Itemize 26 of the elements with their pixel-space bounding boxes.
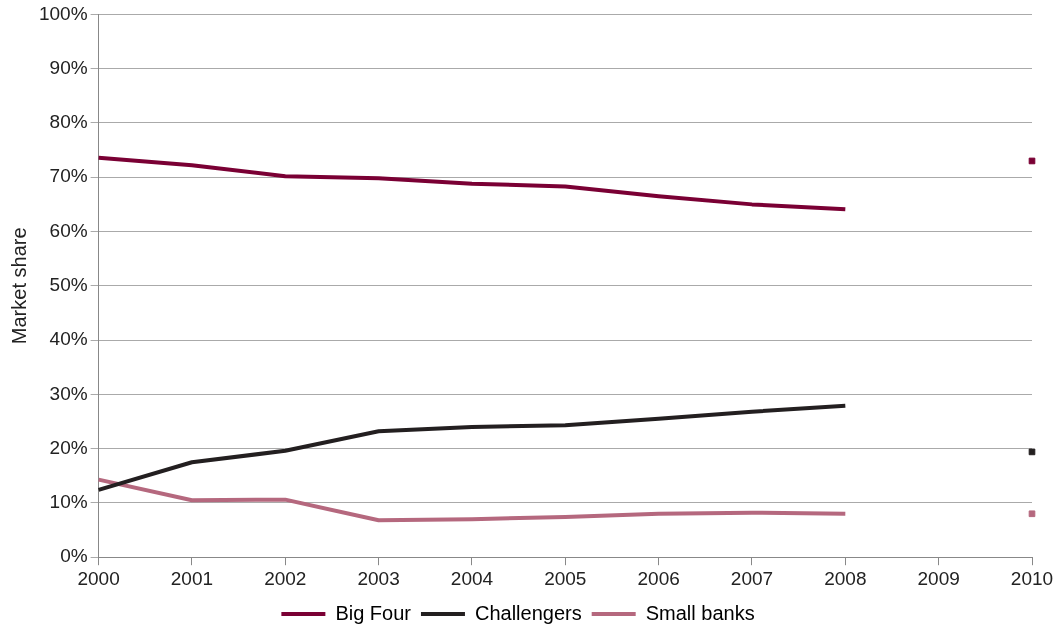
y-tick-label: 0% — [60, 545, 88, 567]
y-tick-label: 40% — [49, 328, 88, 350]
legend-label: Small banks — [645, 601, 755, 624]
y-tick-label: 90% — [49, 56, 88, 78]
y-tick-label: 10% — [49, 491, 88, 513]
x-tick-label: 2008 — [824, 567, 867, 589]
x-tick-label: 2004 — [450, 567, 494, 589]
y-tick-label: 30% — [49, 382, 88, 404]
y-tick-label: 60% — [49, 219, 88, 241]
x-tick-label: 2009 — [917, 567, 960, 589]
y-tick-label: 70% — [49, 165, 88, 187]
x-tick-label: 2003 — [357, 567, 400, 589]
x-tick-label: 2005 — [544, 567, 587, 589]
x-tick-label: 2010 — [1010, 567, 1054, 589]
x-tick-label: 2001 — [170, 567, 214, 589]
legend-label: Big Four — [335, 601, 412, 624]
y-tick-label: 20% — [49, 436, 88, 458]
x-tick-label: 2002 — [264, 567, 307, 589]
x-tick-label: 2007 — [730, 567, 774, 589]
y-tick-label: 80% — [49, 111, 88, 133]
y-axis-title: Market share — [7, 227, 30, 345]
x-tick-label: 2000 — [77, 567, 120, 589]
y-tick-label: 100% — [38, 2, 88, 24]
legend-label: Challengers — [474, 601, 582, 624]
x-tick-label: 2006 — [637, 567, 680, 589]
y-tick-label: 50% — [49, 274, 88, 296]
